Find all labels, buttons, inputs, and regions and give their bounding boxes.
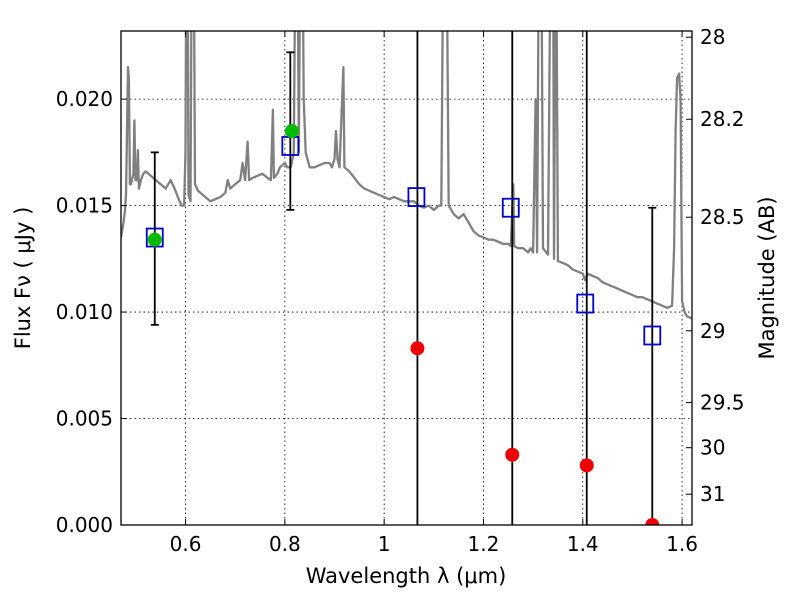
y-tick-label: 0.020 [56, 87, 113, 111]
x-tick-label: 1.6 [666, 532, 698, 556]
model-photometry-square [576, 293, 595, 314]
x-axis-title: Wavelength λ (μm) [306, 564, 507, 588]
y2-tick-label: 28.5 [700, 205, 745, 229]
model-photometry-square [407, 187, 426, 207]
y-tick-label: 0.005 [56, 407, 113, 431]
model-spectrum-line [121, 31, 692, 320]
y-tick-label: 0.000 [56, 513, 113, 537]
grid-lines [121, 31, 692, 526]
y-tick-label: 0.010 [56, 300, 113, 324]
y2-tick-label: 30 [700, 436, 725, 460]
y2-tick-label: 28.2 [700, 107, 745, 131]
y2-tick-label: 31 [700, 482, 725, 506]
upper-limit-point [645, 518, 660, 525]
x-tick-label: 0.8 [269, 532, 301, 556]
model-photometry-square [643, 325, 662, 346]
axes: 0.6 0.8 1 1.2 1.4 1.6 0.000 0.005 0.010 0.015 0.02… [56, 25, 745, 556]
y2-tick-label: 28 [700, 25, 725, 49]
x-tick-label: 1 [378, 532, 391, 556]
x-tick-label: 1.2 [468, 532, 500, 556]
y2-tick-label: 29 [700, 319, 725, 343]
upper-limit-point [505, 447, 520, 462]
upper-limit-point [579, 458, 594, 473]
detection-point [284, 124, 299, 139]
upper-limit-point [410, 341, 425, 356]
model-photometry-square [501, 197, 520, 218]
plot-frame [120, 30, 693, 526]
y-tick-label: 0.015 [56, 194, 113, 218]
detection-point [147, 232, 162, 247]
x-tick-label: 1.4 [567, 532, 599, 556]
y-axis-title: Flux Fν ( μJy ) [11, 207, 35, 350]
data-layer [121, 31, 692, 525]
y2-tick-label: 29.5 [700, 390, 745, 414]
x-tick-label: 0.6 [170, 532, 202, 556]
y2-axis-title: Magnitude (AB) [755, 196, 779, 359]
